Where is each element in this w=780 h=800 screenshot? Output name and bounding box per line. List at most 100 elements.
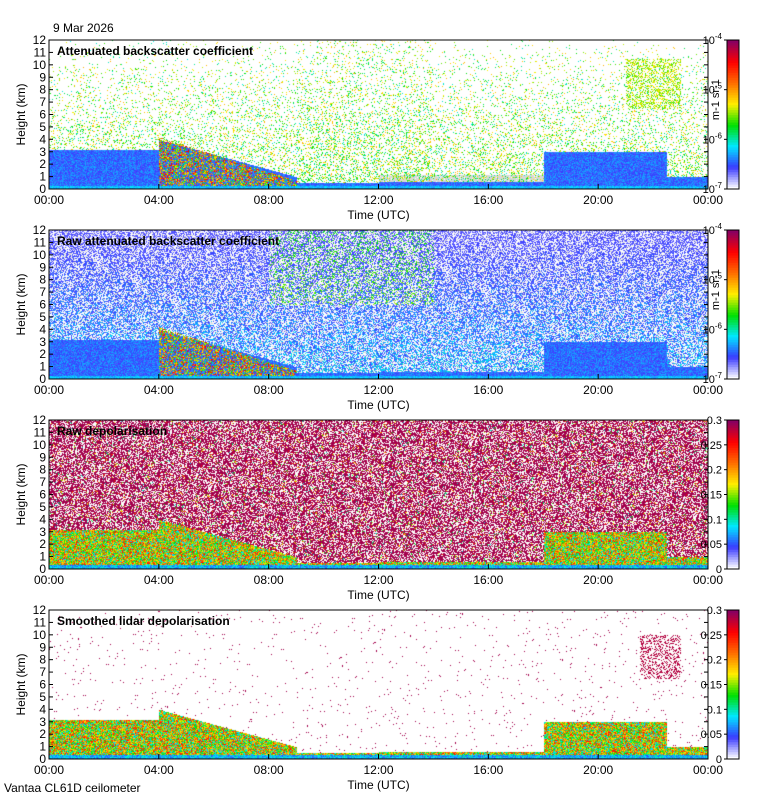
date-label: 9 Mar 2026 [53, 21, 114, 35]
colorbar-segment [727, 422, 739, 426]
colorbar-segment [727, 374, 739, 378]
y-tick-label: 8 [39, 463, 46, 477]
colorbar-segment [727, 684, 739, 688]
colorbar-segment [727, 701, 739, 705]
colorbar-tick-label: 10-7 [703, 181, 723, 196]
colorbar-segment [727, 171, 739, 175]
colorbar-segment [727, 99, 739, 103]
y-tick-label: 11 [34, 235, 47, 249]
colorbar-segment [727, 734, 739, 738]
colorbar-segment [727, 181, 739, 185]
y-tick-label: 1 [39, 550, 46, 564]
colorbar-segment [727, 334, 739, 338]
colorbar-segment [727, 359, 739, 363]
colorbar-segment [727, 652, 739, 656]
colorbar-segment [727, 427, 739, 431]
colorbar-segment [727, 462, 739, 466]
colorbar-segment [727, 49, 739, 54]
x-tick-label: 04:00 [144, 383, 174, 397]
colorbar-tick-label: 0.05 [701, 729, 722, 741]
colorbar: 0 0.05 0.1 0.15 0.2 0.25 0.3 [701, 605, 740, 766]
colorbar-segment [727, 644, 739, 648]
y-tick-label: 3 [39, 335, 46, 349]
colorbar-segment [727, 289, 739, 293]
y-axis-label: Height (km) [14, 273, 28, 335]
colorbar-segment [727, 146, 739, 150]
colorbar-segment [727, 92, 739, 96]
colorbar-segment [727, 351, 739, 355]
colorbar-segment [727, 249, 739, 253]
colorbar-segment [727, 624, 739, 628]
colorbar-segment [727, 239, 739, 244]
y-tick-label: 1 [39, 360, 46, 374]
colorbar-segment [727, 420, 739, 424]
colorbar-segment [727, 432, 739, 436]
y-tick-label: 8 [39, 83, 46, 97]
y-tick-label: 7 [39, 285, 46, 299]
colorbar-segment [727, 42, 739, 46]
colorbar-segment [727, 664, 739, 668]
y-tick-label: 9 [39, 640, 46, 654]
colorbar-segment [727, 339, 739, 343]
colorbar-segment [727, 119, 739, 123]
colorbar-segment [727, 302, 739, 306]
panel-title: Raw attenuated backscatter coefficient [57, 234, 279, 248]
colorbar-segment [727, 311, 739, 316]
colorbar-segment [727, 356, 739, 360]
colorbar-segment [727, 316, 739, 320]
colorbar-segment [727, 234, 739, 239]
colorbar-segment [727, 366, 739, 370]
colorbar-segment [727, 442, 739, 446]
colorbar-tick-label: 10-5 [703, 82, 723, 97]
colorbar-segment [727, 97, 739, 101]
colorbar-segment [727, 57, 739, 61]
colorbar-segment [727, 714, 739, 718]
colorbar-tick-label: 10-5 [703, 272, 723, 287]
y-tick-label: 5 [39, 310, 46, 324]
x-tick-label: 00:00 [693, 193, 723, 207]
colorbar-segment [727, 174, 739, 178]
y-tick-label: 8 [39, 653, 46, 667]
colorbar-segment [727, 114, 739, 118]
x-tick-label: 08:00 [254, 573, 284, 587]
colorbar-segment [727, 511, 739, 515]
colorbar-segment [727, 539, 739, 543]
colorbar-segment [727, 736, 739, 740]
colorbar-segment [727, 319, 739, 323]
y-tick-label: 4 [39, 132, 46, 146]
colorbar-segment [727, 230, 739, 234]
x-tick-label: 00:00 [34, 573, 64, 587]
colorbar-segment [727, 521, 739, 525]
colorbar-segment [727, 164, 739, 168]
colorbar-segment [727, 274, 739, 278]
colorbar-tick-label: 0.05 [701, 539, 722, 551]
heatmap-image [49, 610, 708, 759]
colorbar-segment [727, 156, 739, 160]
colorbar-segment [727, 669, 739, 673]
x-tick-label: 04:00 [144, 763, 174, 777]
colorbar-segment [727, 232, 739, 236]
colorbar-segment [727, 59, 739, 63]
colorbar-tick-label: 0.15 [701, 490, 722, 502]
colorbar-segment [727, 262, 739, 266]
colorbar-segment [727, 691, 739, 696]
colorbar-segment [727, 124, 739, 128]
colorbar-tick-label: 0.3 [707, 605, 722, 617]
colorbar-segment [727, 642, 739, 646]
colorbar-segment [727, 64, 739, 68]
colorbar-segment [727, 371, 739, 375]
colorbar-segment [727, 279, 739, 283]
y-tick-label: 0 [39, 752, 46, 766]
colorbar-segment [727, 549, 739, 553]
colorbar-segment [727, 564, 739, 568]
colorbar-segment [727, 67, 739, 71]
colorbar-segment [727, 269, 739, 273]
colorbar-segment [727, 144, 739, 148]
colorbar-segment [727, 292, 739, 296]
colorbar-segment [727, 361, 739, 365]
colorbar-segment [727, 489, 739, 493]
x-tick-label: 20:00 [583, 573, 613, 587]
panel-4: Smoothed lidar depolarisation01234567891… [14, 603, 740, 792]
colorbar-segment [727, 272, 739, 276]
colorbar-segment [727, 459, 739, 463]
